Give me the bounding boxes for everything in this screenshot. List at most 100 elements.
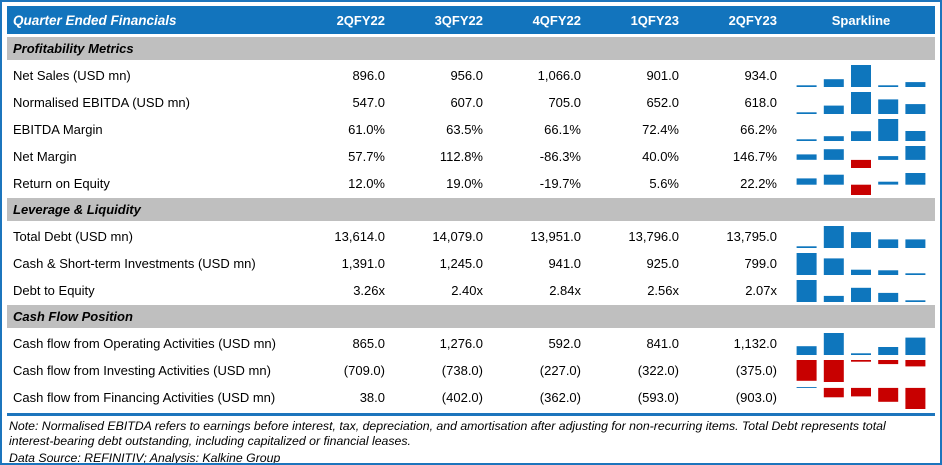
value-cell: 896.0 [352, 68, 385, 83]
column-header-q5: 2QFY23 [728, 12, 777, 28]
sparkline-bar-positive [796, 245, 817, 248]
sparkline-bar-negative [851, 159, 871, 168]
value-cell: 13,951.0 [530, 229, 581, 244]
data-source-text: Data Source: REFINITIV; Analysis: Kalkin… [9, 450, 281, 465]
table-row: Cash & Short-term Investments (USD mn) 1,… [7, 250, 935, 277]
sparkline-bar-negative [823, 387, 844, 397]
value-cell: (402.0) [441, 390, 483, 405]
sparkline-bar-positive [823, 174, 844, 185]
table-row: Debt to Equity 3.26x 2.40x 2.84x 2.56x 2.07x [7, 277, 935, 304]
sparkline-bar-positive [878, 238, 899, 248]
sparkline-bar-negative [905, 359, 926, 366]
sparkline-bar-negative [878, 387, 899, 402]
sparkline-bar-positive [905, 299, 926, 302]
value-cell: 63.5% [446, 122, 483, 137]
column-header-q1: 2QFY22 [336, 12, 385, 28]
value-cell: (709.0) [343, 363, 385, 378]
sparkline-cell [787, 170, 935, 197]
value-cell: (322.0) [637, 363, 679, 378]
section-header: Leverage & Liquidity [7, 197, 935, 223]
sparkline-chart [796, 64, 926, 87]
sparkline-cell [787, 116, 935, 143]
sparkline-bar-positive [851, 287, 871, 302]
metric-label: Normalised EBITDA (USD mn) [13, 95, 190, 110]
metric-label: Cash flow from Investing Activities (USD… [13, 363, 271, 378]
separator-line [7, 413, 935, 416]
sparkline-bar-positive [851, 130, 871, 141]
table-row: Net Margin 57.7% 112.8% -86.3% 40.0% 146.7% [7, 143, 935, 170]
value-cell: 841.0 [646, 336, 679, 351]
value-cell: 901.0 [646, 68, 679, 83]
column-header-q4: 1QFY23 [630, 12, 679, 28]
sparkline-bar-positive [796, 84, 817, 87]
column-header-q3: 4QFY22 [532, 12, 581, 28]
sparkline-bar-negative [851, 359, 871, 362]
sparkline-bar-positive [823, 148, 844, 160]
sparkline-cell [787, 330, 935, 357]
sparkline-bar-positive [905, 130, 926, 141]
sparkline-bar-positive [878, 84, 899, 87]
sparkline-bar-positive [905, 81, 926, 87]
sparkline-bar-positive [905, 272, 926, 275]
column-header-sparkline: Sparkline [831, 12, 891, 28]
value-cell: 12.0% [348, 176, 385, 191]
value-cell: 19.0% [446, 176, 483, 191]
sparkline-bar-negative [796, 359, 817, 381]
sparkline-bar-positive [878, 118, 899, 141]
sparkline-bar-positive [796, 252, 817, 275]
value-cell: 13,614.0 [334, 229, 385, 244]
value-cell: 146.7% [732, 149, 777, 164]
sparkline-bar-positive [905, 337, 926, 355]
sparkline-bar-positive [823, 135, 844, 141]
sparkline-bar-positive [796, 111, 817, 114]
table-row: EBITDA Margin 61.0% 63.5% 66.1% 72.4% 66.2% [7, 116, 935, 143]
metric-label: Net Sales (USD mn) [13, 68, 131, 83]
value-cell: 66.2% [740, 122, 777, 137]
footnote-text: Note: Normalised EBITDA refers to earnin… [9, 419, 886, 448]
sparkline-bar-positive [823, 332, 844, 355]
sparkline-bar-positive [823, 257, 844, 275]
sparkline-chart [796, 252, 926, 275]
table-row: Net Sales (USD mn) 896.0 956.0 1,066.0 901.0… [7, 62, 935, 89]
sparkline-chart [796, 279, 926, 302]
table-row: Return on Equity 12.0% 19.0% -19.7% 5.6% 22.2… [7, 170, 935, 197]
value-cell: (227.0) [539, 363, 581, 378]
value-cell: 57.7% [348, 149, 385, 164]
value-cell: 5.6% [649, 176, 679, 191]
metric-label: Cash flow from Financing Activities (USD… [13, 390, 276, 405]
sparkline-bar-positive [851, 91, 871, 114]
value-cell: 618.0 [744, 95, 777, 110]
value-cell: 13,796.0 [628, 229, 679, 244]
sparkline-bar-positive [796, 386, 817, 388]
value-cell: 941.0 [548, 256, 581, 271]
sparkline-cell [787, 357, 935, 384]
sparkline-cell [787, 62, 935, 89]
value-cell: 1,245.0 [439, 256, 483, 271]
sparkline-bar-negative [851, 387, 871, 396]
table-body: Profitability Metrics Net Sales (USD mn) 8… [7, 36, 935, 411]
value-cell: 2.40x [451, 283, 483, 298]
sparkline-chart [796, 225, 926, 248]
table-row: Cash flow from Financing Activities (USD… [7, 384, 935, 411]
table-header-row: Quarter Ended Financials 2QFY22 3QFY22 4… [7, 6, 935, 36]
sparkline-chart [796, 91, 926, 114]
value-cell: (362.0) [539, 390, 581, 405]
value-cell: 61.0% [348, 122, 385, 137]
value-cell: 705.0 [548, 95, 581, 110]
sparkline-bar-positive [905, 145, 926, 160]
value-cell: 547.0 [352, 95, 385, 110]
value-cell: 3.26x [353, 283, 385, 298]
sparkline-cell [787, 143, 935, 170]
sparkline-bar-positive [851, 269, 871, 275]
sparkline-chart [796, 172, 926, 195]
sparkline-bar-positive [823, 225, 844, 248]
value-cell: (593.0) [637, 390, 679, 405]
sparkline-bar-positive [851, 64, 871, 87]
sparkline-cell [787, 277, 935, 304]
sparkline-bar-positive [878, 269, 899, 275]
value-cell: 2.84x [549, 283, 581, 298]
sparkline-bar-positive [796, 345, 817, 355]
sparkline-bar-positive [796, 138, 817, 141]
value-cell: 1,391.0 [341, 256, 385, 271]
sparkline-bar-negative [905, 387, 926, 409]
